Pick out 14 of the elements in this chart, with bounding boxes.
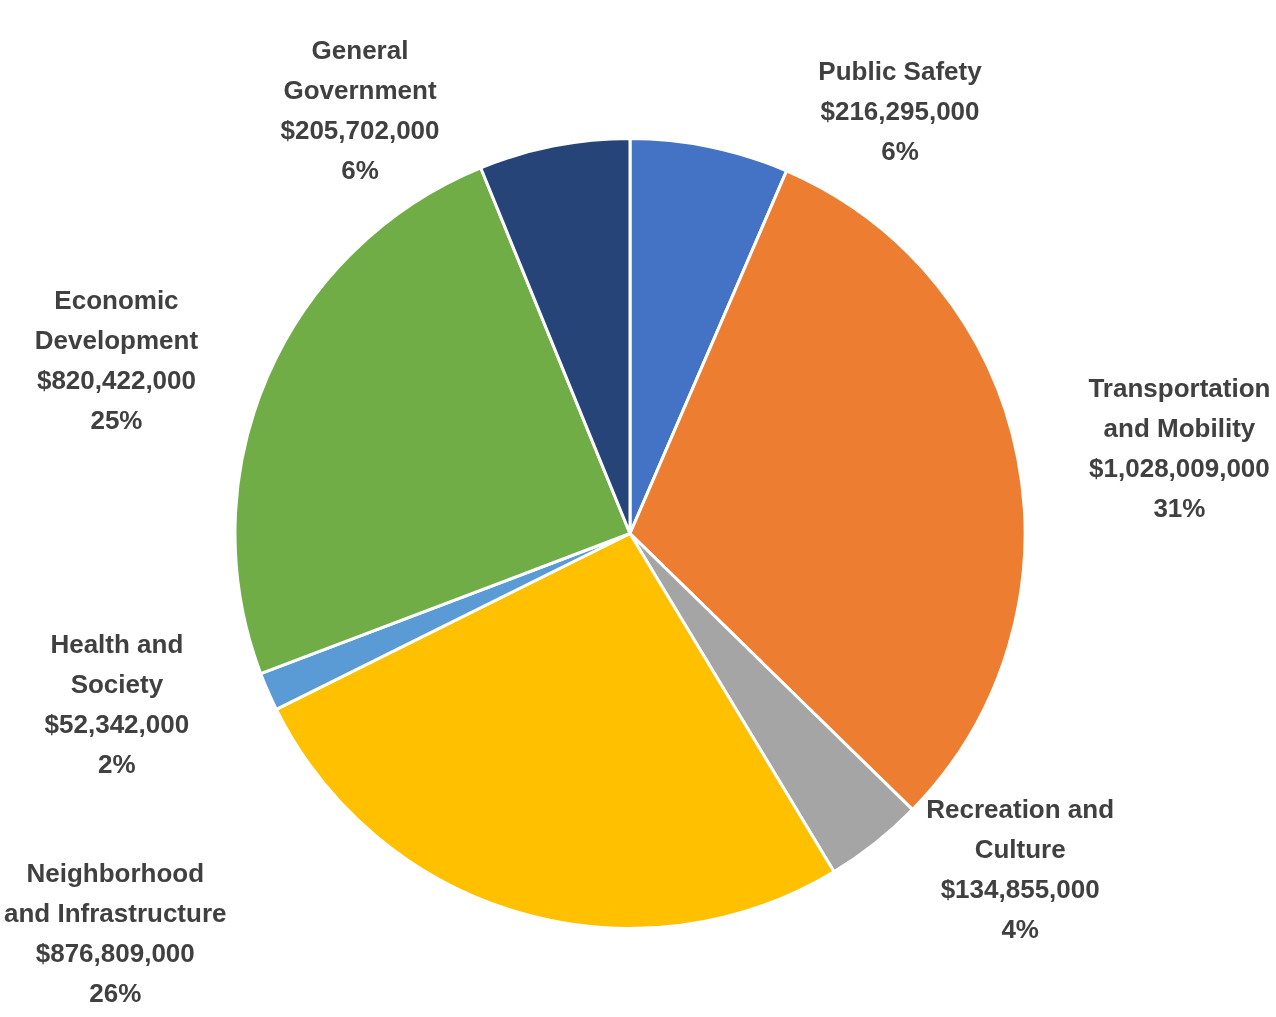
slice-label: Recreation and Culture xyxy=(926,793,1115,864)
data-label: $1,028,009,000 31% xyxy=(1089,453,1270,524)
slice-label: Public Safety xyxy=(818,55,983,86)
slice-label: Neighborhood and Infrastructure xyxy=(3,858,227,929)
data-label: $134,855,000 4% xyxy=(940,873,1100,944)
data-label: $205,702,000 6% xyxy=(280,114,440,185)
data-label: $52,342,000 2% xyxy=(44,708,190,779)
slice-label: Economic Development xyxy=(34,285,199,356)
slice-label: Transportation and Mobility xyxy=(1088,373,1271,444)
slice-label: Health and Society xyxy=(50,628,184,699)
data-label: $216,295,000 6% xyxy=(820,95,980,166)
slice-label: General Government xyxy=(283,34,437,105)
data-label: $876,809,000 26% xyxy=(35,938,195,1009)
data-label: $820,422,000 25% xyxy=(36,365,196,436)
